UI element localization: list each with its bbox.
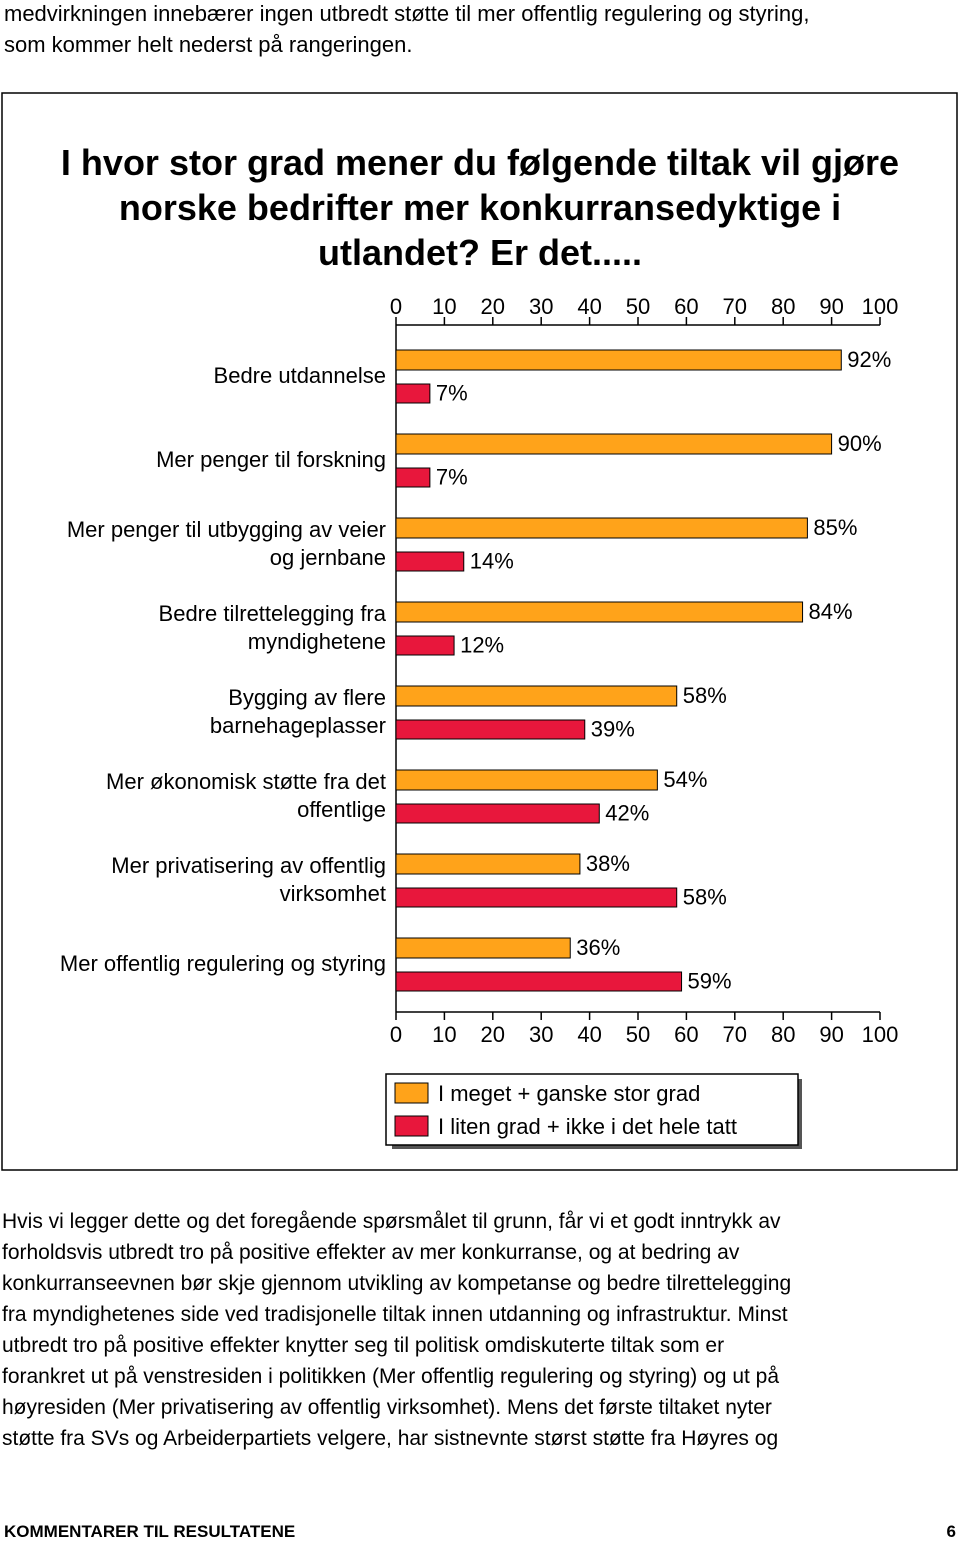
- value-label: 42%: [605, 800, 649, 825]
- value-label: 85%: [813, 515, 857, 540]
- x-tick-label: 20: [481, 1022, 505, 1047]
- bar: [395, 517, 808, 539]
- bar: [395, 971, 683, 992]
- bar: [395, 349, 842, 371]
- category-label: Bedre tilrettelegging fra myndighetene: [158, 601, 386, 654]
- x-tick-label: 20: [481, 294, 505, 319]
- legend-swatch: [394, 1115, 429, 1137]
- body-text: Hvis vi legger dette og det foregående s…: [2, 1210, 792, 1450]
- legend-box: [385, 1073, 799, 1146]
- bar: [395, 635, 455, 656]
- category-label: Mer privatisering av offentlig virksomhe…: [111, 853, 386, 906]
- value-label: 90%: [838, 431, 882, 456]
- intro-text: medvirkningen innebærer ingen utbredt st…: [4, 1, 810, 57]
- category-label: Mer penger til forskning: [156, 447, 386, 472]
- x-tick-label: 50: [626, 1022, 650, 1047]
- value-label: 84%: [809, 599, 853, 624]
- bar: [395, 769, 658, 791]
- value-label: 14%: [470, 548, 514, 573]
- value-label: 58%: [683, 884, 727, 909]
- value-label: 59%: [688, 968, 732, 993]
- x-tick-label: 10: [432, 1022, 456, 1047]
- bar: [395, 803, 600, 824]
- x-tick-label: 60: [674, 1022, 698, 1047]
- category-label: Mer offentlig regulering og styring: [59, 951, 386, 976]
- x-tick-label: 90: [819, 294, 843, 319]
- bar: [395, 383, 431, 404]
- x-tick-label: 50: [626, 294, 650, 319]
- x-tick-label: 40: [577, 294, 601, 319]
- value-label: 36%: [576, 935, 620, 960]
- value-label: 39%: [591, 716, 635, 741]
- category-label: Bygging av flere barnehageplasser: [209, 685, 386, 738]
- chart: 0 0 10 10 20 20 30 30 40 40 50 50 60 60 70 70 80 80 90 90 10…: [1, 92, 958, 1171]
- x-tick-label: 0: [390, 1022, 402, 1047]
- x-tick-label: 70: [723, 1022, 747, 1047]
- category-label: Bedre utdannelse: [213, 363, 386, 388]
- category-label: Mer økonomisk støtte fra det offentlige: [106, 769, 386, 822]
- x-tick-label: 40: [577, 1022, 601, 1047]
- value-label: 54%: [663, 767, 707, 792]
- value-label: 92%: [847, 347, 891, 372]
- chart-title: I hvor stor grad mener du følgende tilta…: [60, 142, 900, 273]
- bar: [395, 433, 833, 455]
- footer-section: KOMMENTARER TIL RESULTATENE: [4, 1522, 296, 1541]
- bar: [395, 937, 571, 959]
- bar: [395, 601, 804, 623]
- x-tick-label: 70: [723, 294, 747, 319]
- footer-page: 6: [946, 1522, 956, 1541]
- legend-swatch: [394, 1082, 429, 1104]
- bar: [395, 887, 678, 908]
- x-tick-label: 60: [674, 294, 698, 319]
- bar: [395, 551, 465, 572]
- x-tick-label: 30: [529, 294, 553, 319]
- value-label: 38%: [586, 851, 630, 876]
- x-tick-label: 100: [862, 1022, 899, 1047]
- x-tick-label: 10: [432, 294, 456, 319]
- legend-label: I liten grad + ikke i det hele tatt: [438, 1114, 737, 1139]
- value-label: 7%: [436, 380, 468, 405]
- value-label: 58%: [683, 683, 727, 708]
- x-tick-label: 0: [390, 294, 402, 319]
- chart-frame: [1, 92, 958, 1171]
- bar: [395, 719, 586, 740]
- x-tick-label: 100: [862, 294, 899, 319]
- value-label: 7%: [436, 464, 468, 489]
- legend-label: I meget + ganske stor grad: [438, 1081, 700, 1106]
- x-tick-label: 30: [529, 1022, 553, 1047]
- x-tick-label: 80: [771, 1022, 795, 1047]
- value-label: 12%: [460, 632, 504, 657]
- bar: [395, 467, 431, 488]
- bar: [395, 853, 581, 875]
- x-tick-label: 80: [771, 294, 795, 319]
- bar: [395, 685, 678, 707]
- category-label: Mer penger til utbygging av veier og jer…: [66, 517, 386, 570]
- x-tick-label: 90: [819, 1022, 843, 1047]
